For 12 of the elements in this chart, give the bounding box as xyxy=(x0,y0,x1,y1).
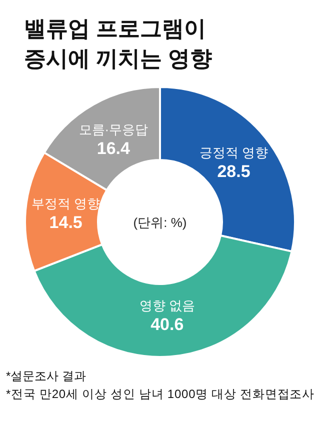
slice-label: 모름·무응답 xyxy=(78,122,148,137)
data-label: 28.5 xyxy=(217,162,250,181)
slice-label: 긍정적 영향 xyxy=(199,144,268,160)
text: *설문조사 결과 xyxy=(6,369,86,383)
data-label: 16.4 xyxy=(96,138,131,158)
data-label: 14.5 xyxy=(49,212,82,232)
text: *전국 만20세 이상 성인 남녀 1000명 대상 전화면접조사 xyxy=(6,387,314,401)
text: (단위: %) xyxy=(133,215,187,230)
slice-label: 부정적 영향 xyxy=(32,196,100,211)
chart-title: 밸류업 프로그램이 증시에 끼치는 영향 xyxy=(24,16,212,71)
data-label: 40.6 xyxy=(150,315,184,334)
slice-label: 영향 없음 xyxy=(139,298,195,314)
